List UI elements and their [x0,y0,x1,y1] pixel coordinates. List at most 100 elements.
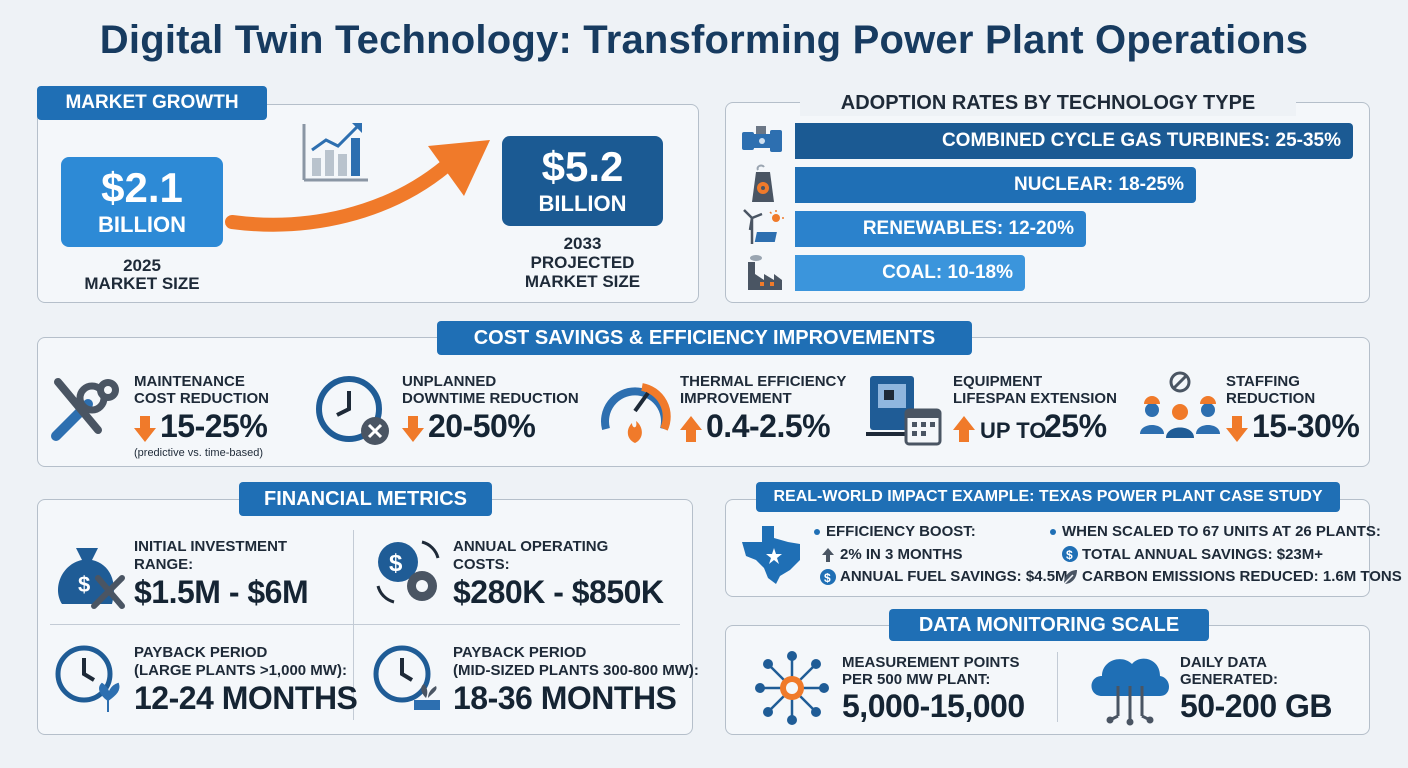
current-market-label: MARKET SIZE [84,274,200,293]
thermal-label-1: THERMAL EFFICIENCY [680,373,847,390]
svg-text:$: $ [824,571,831,585]
daily-data-label-1: DAILY DATA [1180,654,1267,671]
gauge-flame-icon [601,383,671,443]
payback-mid-value: 18-36 MONTHS [453,680,677,716]
workers-icon [1140,371,1220,438]
texas-map-icon [742,526,800,584]
dollar-coin-icon: $ [1062,546,1078,562]
current-market-unit: BILLION [98,212,186,237]
investment-value: $1.5M - $6M [134,574,309,610]
growth-arrow-icon [225,140,490,232]
financial-horizontal-divider [50,624,680,625]
monitoring-heading: DATA MONITORING SCALE [889,609,1209,641]
daily-data-label-2: GENERATED: [1180,671,1279,688]
downtime-label-1: UNPLANNED [402,373,497,390]
adoption-heading: ADOPTION RATES BY TECHNOLOGY TYPE [800,92,1296,116]
up-arrow-icon [953,416,975,442]
adoption-bar-renewables: RENEWABLES: 12-20% [795,211,1086,247]
measurement-value: 5,000-15,000 [842,688,1025,724]
downtime-label-2: DOWNTIME REDUCTION [402,390,579,407]
financial-panel [37,499,693,735]
coin-gear-cycle-icon: $ [376,540,440,604]
lifespan-value-prefix: UP TO [980,418,1047,443]
operating-label-1: ANNUAL OPERATING [453,538,609,555]
financial-heading: FINANCIAL METRICS [239,482,492,516]
measurement-label-1: MEASUREMENT POINTS [842,654,1020,671]
maintenance-value: 15-25% [160,408,268,444]
case-left-line-2: 2% IN 3 MONTHS [840,546,963,563]
clock-cancel-icon [316,376,389,445]
projected-market-box: $5.2 BILLION [502,136,663,226]
projected-market-label-2: MARKET SIZE [524,272,641,291]
operating-label-2: COSTS: [453,556,510,573]
growth-chart-icon [302,123,368,182]
nuclear-plant-icon [752,164,774,202]
wrench-gear-icon [51,378,119,441]
investment-label-2: RANGE: [134,556,194,573]
adoption-bar-nuclear: NUCLEAR: 18-25% [795,167,1196,203]
turbine-icon [742,126,782,152]
operating-value: $280K - $850K [453,574,664,610]
lifespan-label-1: EQUIPMENT [953,373,1043,390]
up-small-arrow-icon [822,548,834,562]
investment-label-1: INITIAL INVESTMENT [134,538,288,555]
network-hub-icon [755,651,829,725]
case-right-line-3: CARBON EMISSIONS REDUCED: 1.6M TONS [1082,568,1402,585]
projected-market-label-1: PROJECTED [530,253,635,272]
current-market-value: $2.1 [101,164,183,211]
thermal-value: 0.4-2.5% [706,408,831,444]
efficiency-boost-label: EFFICIENCY BOOST: [826,523,976,540]
machine-calendar-icon [866,376,942,446]
thermal-label-2: IMPROVEMENT [680,390,792,407]
cost-savings-heading: COST SAVINGS & EFFICIENCY IMPROVEMENTS [437,321,972,355]
monitoring-panel [725,625,1370,735]
scaled-units-label: WHEN SCALED TO 67 UNITS AT 26 PLANTS: [1062,523,1381,540]
money-bag-tools-icon: $ [58,548,125,609]
payback-large-label-2: (LARGE PLANTS >1,000 MW): [134,662,347,679]
coal-plant-icon [748,255,782,290]
page-title: Digital Twin Technology: Transforming Po… [99,18,1309,62]
lifespan-label-2: LIFESPAN EXTENSION [953,390,1117,407]
current-market-year: 2025 [123,256,161,275]
market-growth-heading: MARKET GROWTH [37,86,267,120]
staffing-value: 15-30% [1252,408,1360,444]
adoption-bar-gas: COMBINED CYCLE GAS TURBINES: 25-35% [795,123,1353,159]
down-arrow-icon [402,416,424,442]
measurement-label-2: PER 500 MW PLANT: [842,671,991,688]
leaf-icon [1063,570,1077,585]
current-market-box: $2.1 BILLION [61,157,223,247]
down-arrow-icon [1226,416,1248,442]
projected-market-year: 2033 [563,234,602,253]
staffing-label-1: STAFFING [1226,373,1300,390]
maintenance-label-1: MAINTENANCE [134,373,245,390]
case-right-line-1: WHEN SCALED TO 67 UNITS AT 26 PLANTS: [1050,523,1381,540]
payback-large-value: 12-24 MONTHS [134,680,358,716]
lifespan-value: 25% [1044,408,1107,444]
financial-vertical-divider [353,530,354,720]
projected-market-unit: BILLION [538,191,627,216]
down-arrow-icon [134,416,156,442]
clock-plant-icon [55,645,120,712]
daily-data-value: 50-200 GB [1180,688,1333,724]
payback-mid-label-1: PAYBACK PERIOD [453,644,587,661]
renewables-icon [743,209,784,244]
clock-solar-icon [373,645,440,710]
payback-large-label-1: PAYBACK PERIOD [134,644,268,661]
projected-market-value: $5.2 [541,143,624,190]
monitoring-divider [1057,652,1058,722]
svg-text:$: $ [389,550,403,577]
dollar-coin-icon: $ [820,569,836,585]
downtime-value: 20-50% [428,408,536,444]
maintenance-note: (predictive vs. time-based) [134,447,263,459]
case-study-heading: REAL-WORLD IMPACT EXAMPLE: TEXAS POWER P… [756,482,1340,512]
payback-mid-label-2: (MID-SIZED PLANTS 300-800 MW): [453,662,699,679]
case-left-line-1: EFFICIENCY BOOST: [814,523,976,540]
maintenance-label-2: COST REDUCTION [134,390,269,407]
case-left-line-3: ANNUAL FUEL SAVINGS: $4.5M [840,568,1068,585]
adoption-bar-coal: COAL: 10-18% [795,255,1025,291]
cloud-data-icon [1091,658,1169,726]
svg-text:$: $ [1066,548,1073,562]
case-right-line-2: TOTAL ANNUAL SAVINGS: $23M+ [1082,546,1324,563]
staffing-label-2: REDUCTION [1226,390,1316,407]
up-arrow-icon [680,416,702,442]
